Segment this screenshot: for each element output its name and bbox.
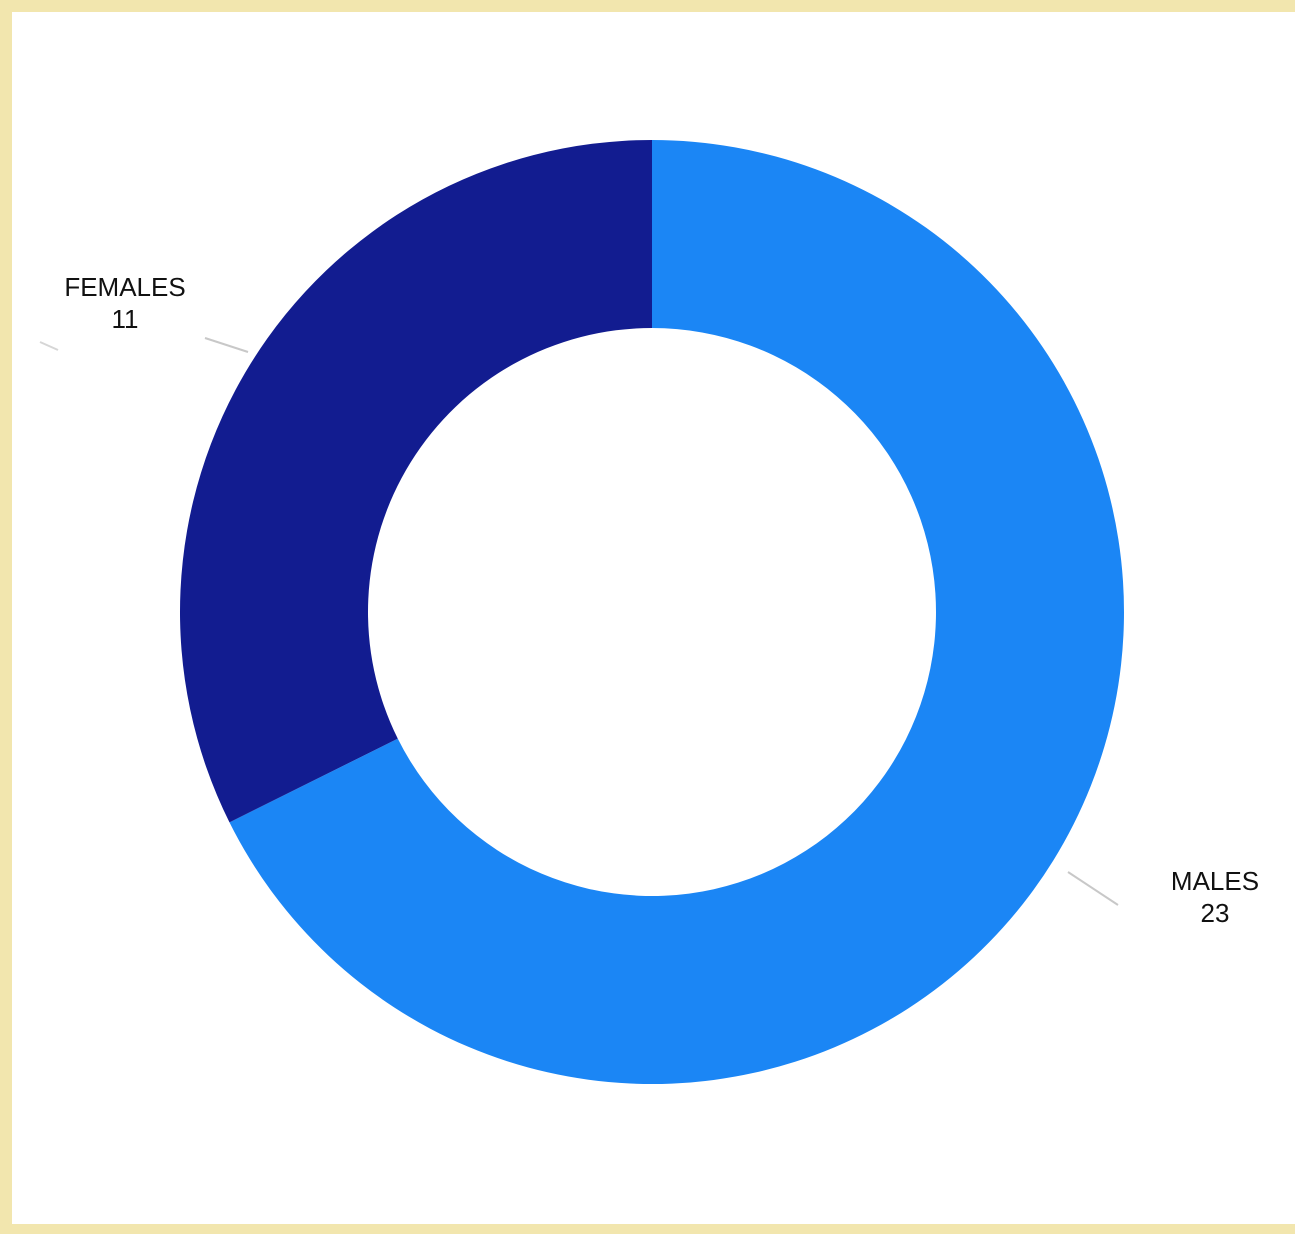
slice-labels: MALES 23 FEMALES 11 bbox=[64, 272, 1259, 928]
males-label-value: 23 bbox=[1201, 898, 1230, 928]
slice-females bbox=[179, 140, 652, 823]
females-leader-tail bbox=[39, 341, 59, 351]
females-label-value: 11 bbox=[112, 304, 139, 334]
donut-slices bbox=[179, 140, 1124, 1084]
slice-males bbox=[229, 140, 1124, 1084]
males-leader-line bbox=[1067, 871, 1119, 906]
females-leader-line bbox=[204, 337, 249, 353]
females-label-name: FEMALES bbox=[64, 272, 185, 302]
label-leader-lines bbox=[39, 337, 1119, 906]
males-label-name: MALES bbox=[1171, 866, 1259, 896]
